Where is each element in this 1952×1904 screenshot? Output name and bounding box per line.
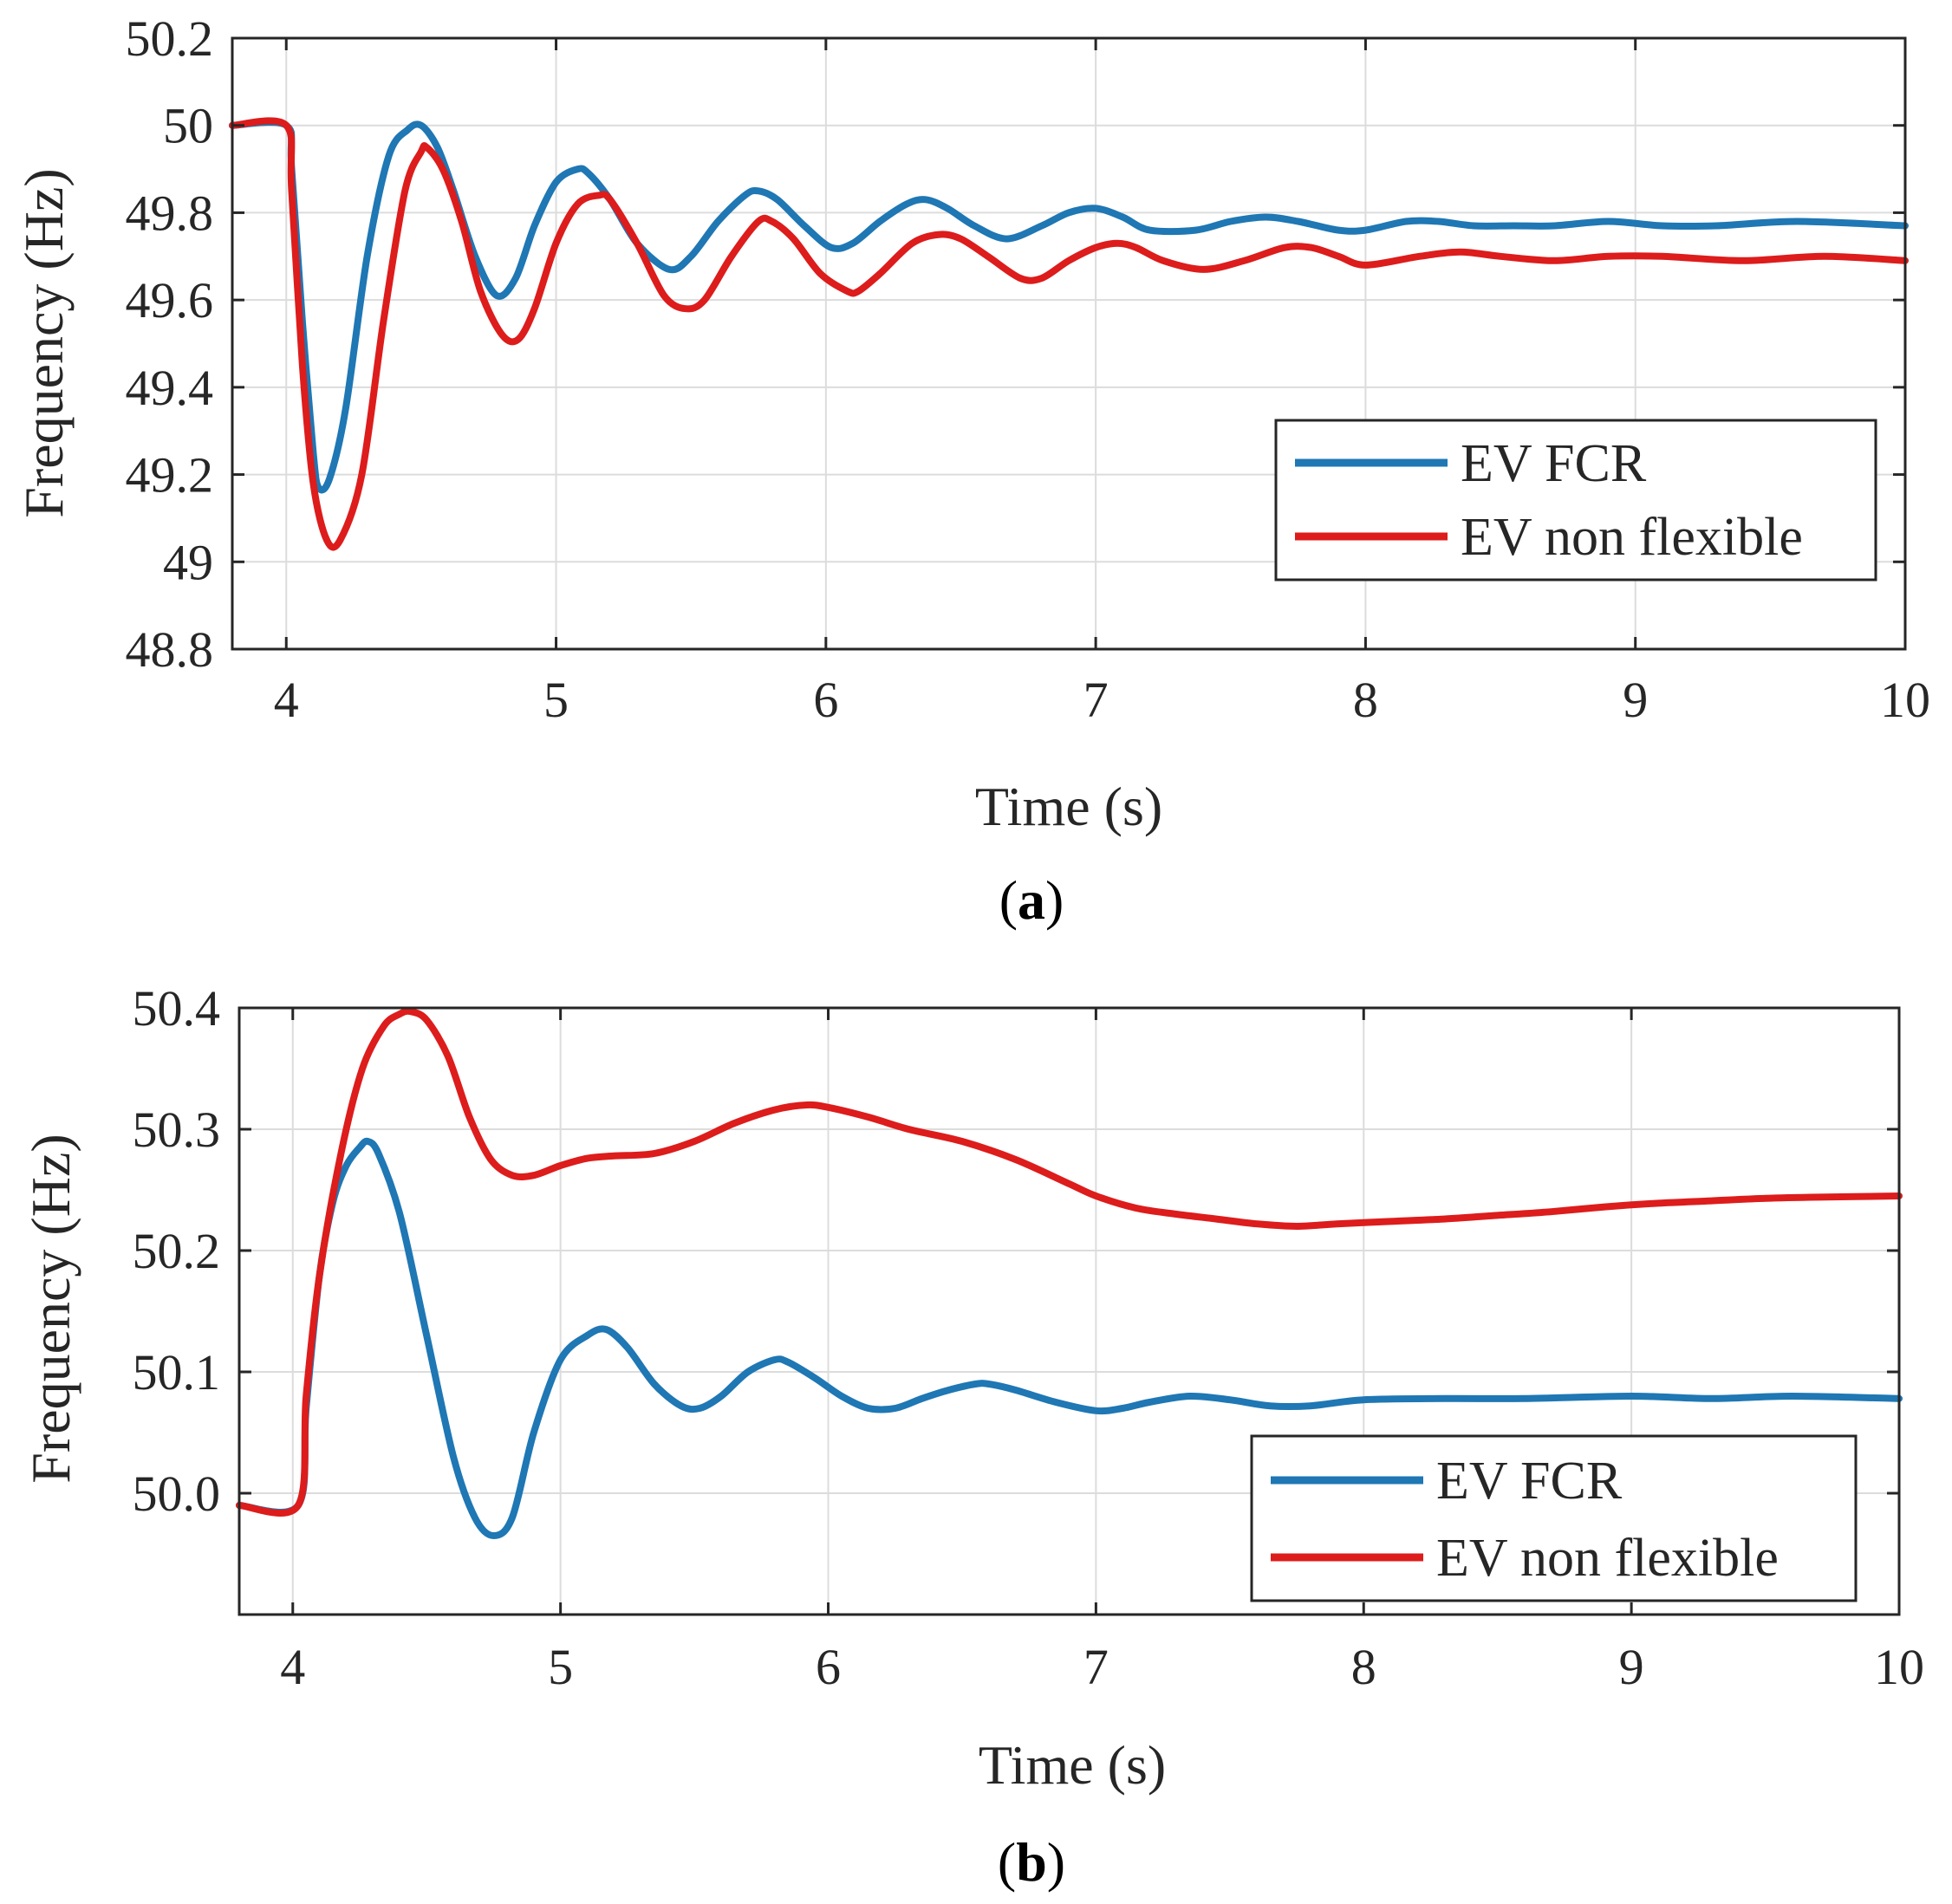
x-tick-label: 6 [813,672,838,728]
x-tick-label: 10 [1880,672,1930,728]
x-axis-label-b: Time (s) [979,1734,1166,1796]
x-axis-label-a: Time (s) [975,776,1162,837]
x-tick-label: 7 [1083,1639,1109,1695]
x-tick-label: 5 [548,1639,573,1695]
y-tick-label: 49.8 [126,185,214,241]
legend-label-ev-fcr: EV FCR [1436,1452,1623,1511]
chart-panel-b: 50.0 50.1 50.2 50.3 50.4 4 5 6 7 8 9 10 … [20,980,1924,1893]
y-tick-label: 50.3 [133,1101,221,1158]
axes-frame-b [237,1006,1901,1616]
series-line-b-ev-non-flexible [236,1007,1903,1517]
panel-label-b: (b) [998,1831,1065,1893]
y-tick-labels-a: 48.8 49 49.2 49.4 49.6 49.8 50 50.2 [126,10,214,678]
legend-label-ev-non-flexible: EV non flexible [1461,508,1803,567]
y-axis-label-a: Frequency (Hz) [13,168,75,517]
legend-a: EV FCR EV non flexible [1274,419,1877,582]
chart-panel-a: 48.8 49 49.2 49.4 49.6 49.8 50 50.2 4 5 … [13,10,1930,931]
series-line-a-ev-non-flexible [229,117,1909,551]
y-tick-label: 49 [163,534,213,590]
x-tick-label: 8 [1351,1639,1376,1695]
panel-letter-b: b [1016,1831,1047,1893]
x-tick-label: 7 [1083,672,1109,728]
y-tick-label: 49.2 [126,447,214,504]
series-b [236,1007,1903,1539]
legend-label-ev-fcr: EV FCR [1461,434,1647,493]
y-tick-label: 50.2 [126,10,214,67]
x-tick-labels-a: 4 5 6 7 8 9 10 [274,672,1930,728]
tick-marks-a [232,36,1907,651]
y-tick-label: 50.2 [133,1223,221,1279]
y-tick-label: 50 [163,98,213,154]
axes-frame-a [231,36,1907,651]
x-tick-labels-b: 4 5 6 7 8 9 10 [280,1639,1924,1695]
x-tick-label: 6 [816,1639,841,1695]
legend-box-a [1274,419,1877,582]
legend-b: EV FCR EV non flexible [1250,1434,1858,1602]
y-axis-label-b: Frequency (Hz) [20,1134,81,1483]
x-tick-label: 9 [1623,672,1648,728]
series-a [229,117,1909,551]
panel-label-a: (a) [999,869,1064,931]
x-tick-label: 4 [274,672,299,728]
y-tick-label: 50.0 [133,1465,221,1522]
x-tick-label: 8 [1353,672,1378,728]
series-line-b-ev-fcr [236,1137,1903,1539]
y-tick-labels-b: 50.0 50.1 50.2 50.3 50.4 [133,980,221,1522]
y-tick-label: 48.8 [126,621,214,678]
series-line-a-ev-fcr [229,119,1909,494]
x-tick-label: 10 [1874,1639,1924,1695]
tick-marks-b [239,1006,1901,1615]
y-tick-label: 50.1 [133,1344,221,1400]
x-tick-label: 9 [1619,1639,1644,1695]
y-tick-label: 50.4 [133,980,221,1036]
y-tick-label: 49.6 [126,272,214,328]
x-tick-label: 5 [543,672,569,728]
x-tick-label: 4 [280,1639,305,1695]
panel-letter-a: a [1018,869,1045,931]
legend-label-ev-non-flexible: EV non flexible [1436,1529,1779,1588]
y-tick-label: 49.4 [126,360,214,416]
legend-box-b [1250,1434,1858,1602]
